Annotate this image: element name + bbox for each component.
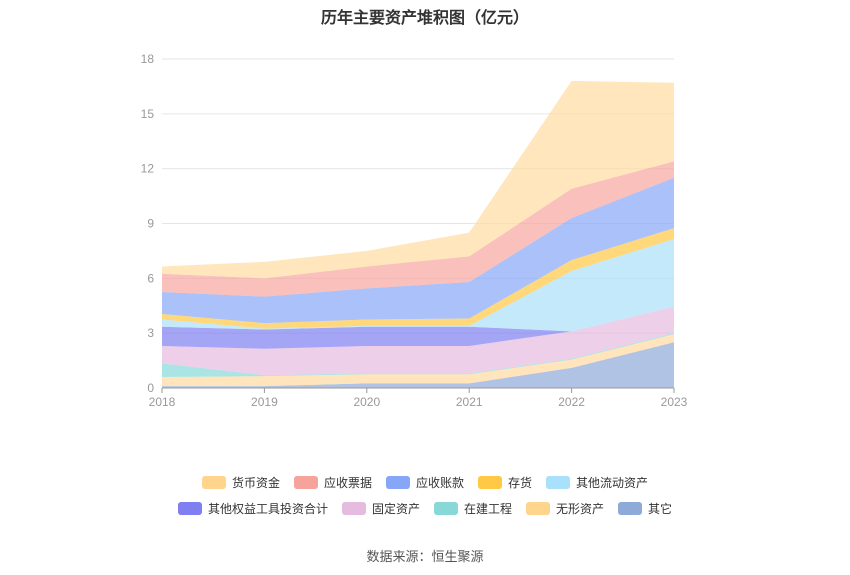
area-存货: [162, 228, 674, 329]
axes: 0 3 6 9 12 15 18 2018 2019 2020 2021 2022 2023: [141, 52, 688, 409]
legend-label: 其他流动资产: [576, 475, 649, 490]
area-在建工程: [162, 333, 674, 378]
area-其他权益工具投资合计: [162, 306, 674, 349]
legend-swatch: [177, 501, 202, 515]
area-货币资金: [162, 80, 674, 279]
legend-swatch: [433, 501, 458, 515]
x-tick-label: 2019: [251, 395, 278, 409]
area-其他流动资产: [162, 239, 674, 332]
area-固定资产: [162, 306, 674, 376]
chart-title: 历年主要资产堆积图（亿元）: [320, 10, 529, 27]
x-tick-label: 2018: [149, 395, 176, 409]
y-tick-label: 12: [141, 162, 155, 176]
legend-swatch: [546, 475, 571, 489]
y-tick-label: 15: [141, 107, 155, 121]
y-tick-label: 9: [147, 217, 154, 231]
legend-item[interactable]: 无形资产: [526, 500, 604, 517]
legend-label: 其他权益工具投资合计: [207, 501, 328, 516]
y-tick-label: 6: [147, 271, 154, 285]
area-应收票据: [162, 161, 674, 297]
legend-label: 在建工程: [463, 501, 512, 516]
legend-label: 无形资产: [556, 501, 605, 516]
area-无形资产: [162, 334, 674, 387]
legend-label: 存货: [508, 475, 533, 490]
legend-item[interactable]: 在建工程: [433, 500, 512, 517]
legend-item[interactable]: 应收账款: [385, 474, 464, 491]
source-note: 数据来源：恒生聚源: [366, 549, 484, 564]
legend-label: 固定资产: [371, 501, 420, 516]
legend-swatch: [293, 475, 318, 489]
legend-label: 其它: [648, 501, 673, 516]
legend-swatch: [526, 501, 550, 515]
legend-item[interactable]: 其它: [618, 500, 672, 517]
x-tick-label: 2022: [558, 395, 585, 409]
legend-row: 货币资金 应收票据 应收账款 存货 其他流动资产: [0, 472, 850, 492]
legend-item[interactable]: 应收票据: [293, 474, 372, 491]
legend-swatch: [385, 475, 410, 489]
legend-item[interactable]: 其他权益工具投资合计: [177, 500, 328, 517]
chart-plot: 0 3 6 9 12 15 18 2018 2019 2020 2021 2022 2023: [141, 52, 688, 409]
legend-item[interactable]: 货币资金: [201, 474, 280, 491]
y-tick-label: 18: [141, 52, 155, 66]
legend-swatch: [478, 475, 502, 489]
legend-label: 货币资金: [231, 475, 280, 490]
legend: 货币资金 应收票据 应收账款 存货 其他流动资产 其他权益工具投资合计 固定资产 在建工程 无…: [0, 472, 850, 524]
x-tick-label: 2023: [661, 395, 688, 409]
area-应收账款: [162, 177, 674, 324]
y-tick-label: 3: [147, 326, 154, 340]
legend-label: 应收账款: [415, 475, 464, 490]
legend-label: 应收票据: [323, 475, 372, 490]
legend-row: 其他权益工具投资合计 固定资产 在建工程 无形资产 其它: [0, 498, 850, 518]
legend-swatch: [341, 501, 366, 515]
legend-item[interactable]: 其他流动资产: [546, 474, 648, 491]
legend-item[interactable]: 存货: [478, 474, 532, 491]
x-tick-label: 2020: [353, 395, 380, 409]
legend-swatch: [201, 475, 226, 489]
legend-item[interactable]: 固定资产: [341, 500, 420, 517]
legend-swatch: [618, 501, 643, 515]
y-tick-label: 0: [147, 381, 154, 395]
area-series-group: [162, 80, 674, 388]
x-tick-label: 2021: [456, 395, 483, 409]
area-其它: [162, 342, 674, 388]
